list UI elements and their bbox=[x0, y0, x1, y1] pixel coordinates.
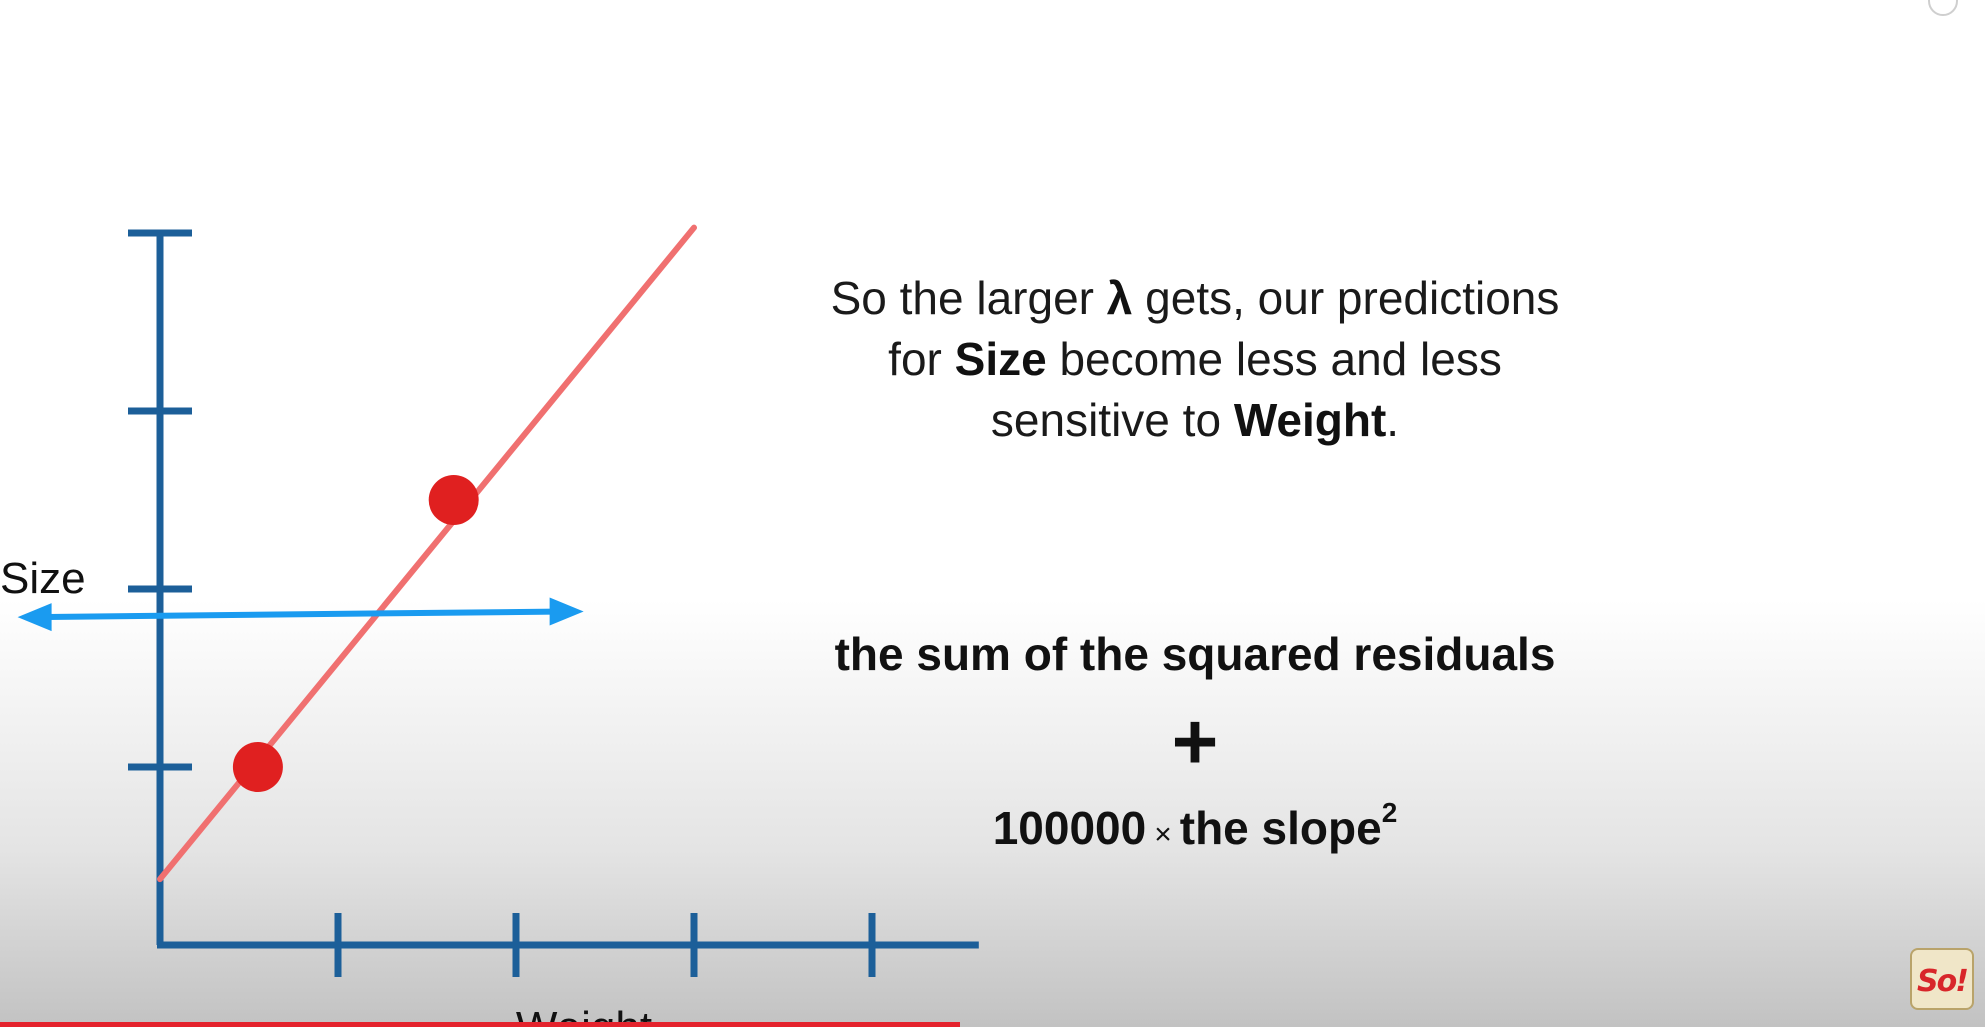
y-axis-label: Size bbox=[0, 554, 86, 603]
channel-logo: So! bbox=[1910, 948, 1974, 1010]
times-sign: × bbox=[1154, 818, 1172, 851]
fit-lines bbox=[18, 228, 694, 879]
slope-exponent: 2 bbox=[1382, 797, 1398, 828]
regression-chart: Size Weight bbox=[0, 0, 1000, 1027]
explanation-line-3: sensitive to Weight. bbox=[780, 390, 1610, 451]
ticks bbox=[128, 233, 872, 977]
info-icon[interactable] bbox=[1928, 0, 1958, 16]
lambda-symbol: λ bbox=[1107, 272, 1133, 324]
slope-text: the slope bbox=[1180, 802, 1382, 854]
formula-penalty-term: 100000 × the slope2 bbox=[780, 800, 1610, 863]
formula-plus-sign: + bbox=[780, 702, 1610, 782]
lambda-value: 100000 bbox=[993, 802, 1147, 854]
blue-fit-line bbox=[36, 611, 566, 617]
video-progress-bar[interactable] bbox=[0, 1022, 960, 1027]
blue-line-left-arrowhead bbox=[18, 603, 52, 631]
weight-term: Weight bbox=[1234, 394, 1386, 446]
explanation-line-2: for Size become less and less bbox=[780, 329, 1610, 390]
explanation-line-1: So the larger λ gets, our predictions bbox=[780, 268, 1610, 329]
formula-sum-of-squared-residuals: the sum of the squared residuals bbox=[780, 626, 1610, 682]
blue-line-right-arrowhead bbox=[550, 597, 584, 625]
logo-text: So! bbox=[1912, 964, 1972, 999]
size-term: Size bbox=[955, 333, 1047, 385]
data-point-1 bbox=[233, 742, 283, 792]
data-point-2 bbox=[429, 475, 479, 525]
explanation-text: So the larger λ gets, our predictions fo… bbox=[780, 268, 1610, 451]
